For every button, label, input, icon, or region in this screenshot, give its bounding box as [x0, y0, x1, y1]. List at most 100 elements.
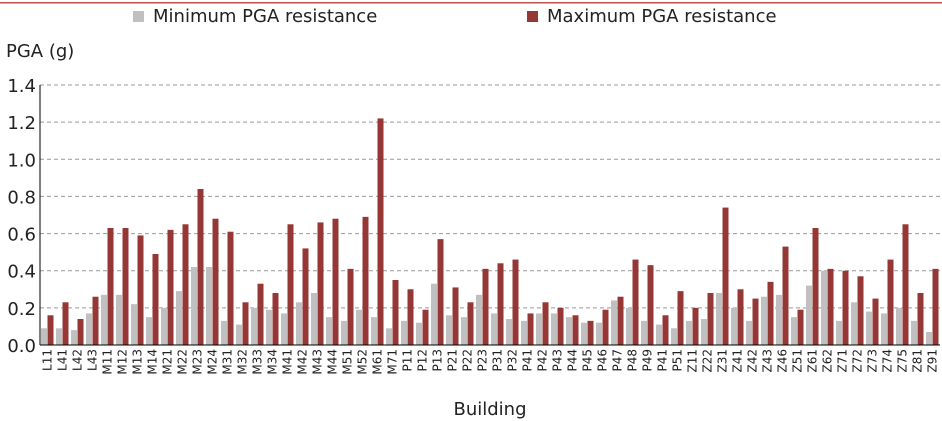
bar [671, 328, 677, 345]
bar [371, 317, 377, 345]
bar [932, 268, 939, 345]
x-tick-label: M22 [176, 349, 190, 375]
bar [542, 302, 549, 345]
bar [677, 291, 684, 345]
bar [146, 317, 152, 345]
bar [356, 309, 362, 345]
bar [827, 268, 834, 345]
bar [887, 259, 894, 345]
bar [566, 317, 572, 345]
bar [191, 267, 197, 345]
top-rule [0, 2, 942, 4]
bar [467, 302, 474, 345]
bar [257, 283, 264, 345]
x-tick-label: Z62 [821, 349, 835, 373]
bar [782, 246, 789, 345]
bar [746, 320, 752, 345]
bar [587, 320, 594, 345]
bar [377, 118, 384, 345]
bar [521, 320, 527, 345]
bar [536, 313, 542, 345]
y-axis-label: PGA (g) [6, 41, 74, 62]
bar [911, 320, 917, 345]
bar [206, 267, 212, 345]
bar [602, 309, 609, 345]
x-tick-label: L42 [71, 349, 85, 371]
bar [122, 228, 129, 345]
bar [47, 315, 54, 345]
bar [62, 302, 69, 345]
bar [611, 300, 617, 345]
x-tick-label: Z81 [911, 349, 925, 373]
bar [491, 313, 497, 345]
bar [251, 307, 257, 345]
bar [512, 259, 519, 345]
bar [176, 291, 182, 345]
bar [857, 276, 864, 345]
bar [692, 307, 699, 345]
x-tick-label: Z43 [761, 349, 775, 373]
bar [836, 320, 842, 345]
bar [752, 298, 759, 345]
x-tick-label: M21 [161, 349, 175, 375]
bar [626, 307, 632, 345]
bar [776, 294, 782, 345]
bar [806, 285, 812, 345]
x-tick-label: M61 [371, 349, 385, 375]
bar [902, 224, 909, 345]
bar [821, 270, 827, 345]
x-tick-label: M34 [266, 349, 280, 375]
bar [896, 307, 902, 345]
bar [656, 324, 662, 345]
bar [212, 218, 219, 345]
x-tick-label: P11 [401, 349, 415, 372]
x-tick-label: M44 [326, 349, 340, 375]
bar [242, 302, 249, 345]
x-tick-label: Z74 [881, 349, 895, 373]
x-tick-label: P47 [611, 349, 625, 372]
bar [317, 222, 324, 345]
bar [56, 328, 62, 345]
bar [926, 332, 932, 345]
bar [221, 320, 227, 345]
bar [92, 296, 99, 345]
bar [476, 294, 482, 345]
bar [917, 293, 924, 345]
x-tick-label: P45 [581, 349, 595, 372]
bar [86, 313, 92, 345]
x-tick-label: P49 [641, 349, 655, 372]
bar [722, 207, 729, 345]
x-tick-label: Z73 [866, 349, 880, 373]
bar [161, 307, 167, 345]
y-tick-label: 0.8 [7, 187, 36, 208]
y-tick-label: 1.2 [7, 113, 36, 134]
x-tick-label: M42 [296, 349, 310, 375]
x-tick-label: M23 [191, 349, 205, 375]
y-tick-label: 0.0 [7, 336, 36, 357]
legend-label: Minimum PGA resistance [153, 6, 377, 27]
bar [392, 280, 399, 345]
legend-label: Maximum PGA resistance [547, 6, 777, 27]
bar [632, 259, 639, 345]
x-tick-label: M43 [311, 349, 325, 375]
bar [197, 189, 204, 345]
bar [302, 248, 309, 345]
bar [527, 313, 534, 345]
x-tick-label: Z11 [686, 349, 700, 373]
bar [641, 320, 647, 345]
x-tick-label: Z41 [731, 349, 745, 373]
x-tick-label: P13 [431, 349, 445, 372]
legend-swatch [527, 11, 538, 22]
bar [362, 216, 369, 345]
bar [437, 239, 444, 345]
x-tick-label: M33 [251, 349, 265, 375]
x-tick-label: P43 [551, 349, 565, 372]
bar [431, 283, 437, 345]
x-tick-label: P48 [626, 349, 640, 372]
bar [761, 296, 767, 345]
bar [812, 228, 819, 345]
bar [152, 254, 159, 345]
bar [281, 313, 287, 345]
bar [446, 315, 452, 345]
